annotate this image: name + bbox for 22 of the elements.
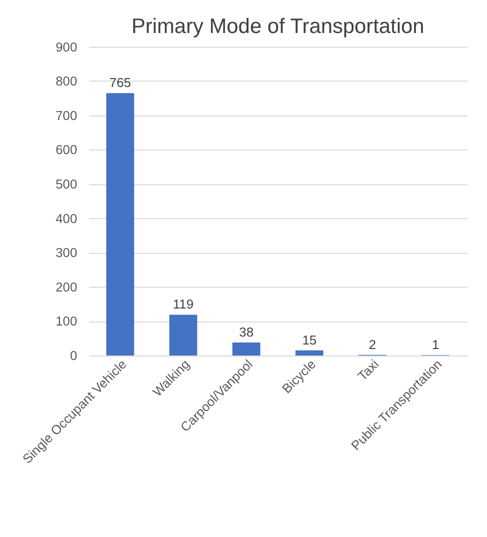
data-label: 765 [109, 75, 131, 90]
y-tick-label: 0 [70, 348, 78, 363]
y-tick-label: 500 [56, 176, 78, 192]
y-tick-label: 700 [56, 108, 78, 123]
bar [232, 342, 260, 356]
y-tick-label: 100 [56, 314, 78, 329]
x-tick-label: Taxi [354, 356, 382, 384]
data-label: 2 [368, 336, 376, 352]
y-tick-label: 800 [56, 74, 78, 89]
y-tick-label: 600 [56, 142, 78, 158]
data-label: 15 [302, 332, 317, 348]
data-label: 1 [432, 337, 440, 352]
y-tick-label: 900 [56, 39, 78, 54]
bar [295, 350, 324, 356]
data-label: 38 [239, 324, 254, 340]
y-tick-label: 400 [56, 210, 78, 226]
bar [169, 314, 198, 356]
data-label: 119 [172, 296, 194, 312]
chart-title: Primary Mode of Transportation [131, 14, 424, 38]
bar [106, 93, 134, 356]
y-tick-label: 200 [56, 279, 78, 294]
y-tick-label: 300 [56, 245, 78, 260]
